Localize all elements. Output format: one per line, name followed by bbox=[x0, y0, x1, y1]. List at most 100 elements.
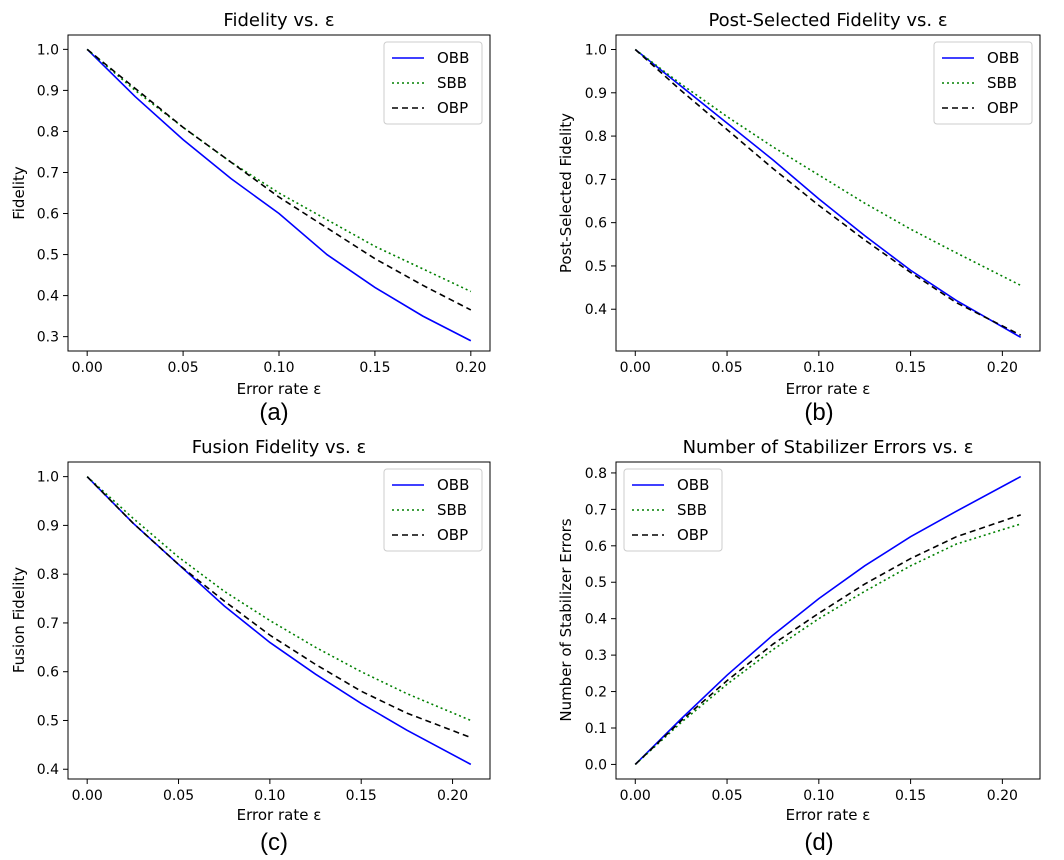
y-tick-label: 0.9 bbox=[37, 83, 59, 99]
chart-title: Fidelity vs. ε bbox=[223, 10, 334, 31]
series-line-obb bbox=[86, 48, 472, 342]
legend-label-sbb: SBB bbox=[987, 74, 1017, 92]
legend-label-sbb: SBB bbox=[677, 501, 707, 519]
panel-label: (a) bbox=[259, 399, 288, 426]
legend-label-obb: OBB bbox=[677, 476, 709, 494]
y-tick-label: 0.9 bbox=[37, 518, 59, 534]
series-line-obp bbox=[634, 514, 1021, 766]
x-axis-label: Error rate ε bbox=[786, 380, 871, 398]
x-tick-label: 0.10 bbox=[803, 360, 834, 376]
y-tick-label: 1.0 bbox=[585, 43, 607, 59]
legend-label-obb: OBB bbox=[437, 49, 469, 67]
chart-b: 0.00 0.05 0.10 0.15 0.20 0.4 0.5 0.6 0.7 0.8 0.9 1.… bbox=[557, 10, 1041, 426]
chart-title: Fusion Fidelity vs. ε bbox=[192, 437, 366, 458]
y-tick-label: 0.4 bbox=[37, 289, 59, 305]
y-tick-label: 0.5 bbox=[37, 713, 59, 729]
y-tick-label: 0.5 bbox=[585, 259, 607, 275]
x-tick-label: 0.05 bbox=[711, 360, 742, 376]
x-tick-label: 0.15 bbox=[895, 788, 926, 804]
series-line-obb bbox=[634, 48, 1022, 339]
y-tick-label: 0.8 bbox=[37, 124, 59, 140]
y-tick-label: 0.6 bbox=[585, 216, 607, 232]
x-tick-label: 0.00 bbox=[620, 360, 651, 376]
x-tick-label: 0.05 bbox=[168, 360, 199, 376]
legend: OBB SBB OBP bbox=[383, 468, 483, 552]
x-tick-label: 0.20 bbox=[437, 788, 468, 804]
chart-c: 0.00 0.05 0.10 0.15 0.20 0.4 0.5 0.6 0.7 0.8 0.9 1.… bbox=[10, 437, 491, 856]
y-tick-label: 0.5 bbox=[37, 248, 59, 264]
x-tick-label: 0.15 bbox=[346, 788, 377, 804]
x-tick-label: 0.00 bbox=[72, 788, 103, 804]
y-tick-label: 0.2 bbox=[585, 685, 607, 701]
y-axis-label: Post-Selected Fidelity bbox=[557, 113, 575, 273]
y-axis-label: Fusion Fidelity bbox=[10, 567, 28, 673]
x-axis-label: Error rate ε bbox=[786, 806, 871, 824]
y-tick-label: 0.1 bbox=[585, 721, 607, 737]
legend-box bbox=[623, 468, 723, 552]
series-line-obp bbox=[634, 48, 1022, 336]
y-tick-label: 0.6 bbox=[37, 665, 59, 681]
y-tick-label: 0.0 bbox=[585, 757, 607, 773]
y-tick-label: 0.9 bbox=[585, 86, 607, 102]
legend-label-obb: OBB bbox=[987, 49, 1019, 67]
y-tick-label: 0.8 bbox=[37, 567, 59, 583]
y-tick-label: 0.4 bbox=[585, 302, 607, 318]
x-tick-label: 0.05 bbox=[711, 788, 742, 804]
legend-label-obp: OBP bbox=[437, 526, 468, 544]
legend-label-obp: OBP bbox=[677, 526, 708, 544]
series-line-obp bbox=[86, 476, 472, 739]
y-tick-label: 0.3 bbox=[585, 648, 607, 664]
x-tick-label: 0.10 bbox=[803, 788, 834, 804]
legend-label-obp: OBP bbox=[987, 99, 1018, 117]
x-axis-label: Error rate ε bbox=[237, 806, 322, 824]
y-tick-label: 0.6 bbox=[585, 539, 607, 555]
panel-label: (b) bbox=[804, 399, 833, 426]
y-tick-label: 0.7 bbox=[37, 616, 59, 632]
chart-a: 0.00 0.05 0.10 0.15 0.20 0.3 0.4 0.5 0.6 0.7 0.8 0.… bbox=[10, 10, 491, 426]
x-tick-label: 0.10 bbox=[254, 788, 285, 804]
series-line-obp bbox=[86, 48, 472, 311]
axes-frame bbox=[615, 461, 1041, 780]
y-tick-label: 1.0 bbox=[37, 470, 59, 486]
y-tick-label: 0.3 bbox=[37, 330, 59, 346]
y-tick-label: 0.6 bbox=[37, 207, 59, 223]
series-line-obb bbox=[634, 475, 1022, 765]
legend-label-obb: OBB bbox=[437, 476, 469, 494]
legend-box bbox=[383, 41, 483, 125]
chart-d: 0.00 0.05 0.10 0.15 0.20 0.0 0.1 0.2 0.3 0.4 0.5 0.… bbox=[557, 437, 1041, 856]
y-tick-label: 0.7 bbox=[585, 172, 607, 188]
legend-box bbox=[933, 41, 1033, 125]
legend: OBB SBB OBP bbox=[933, 41, 1033, 125]
y-tick-label: 0.4 bbox=[37, 762, 59, 778]
x-tick-label: 0.15 bbox=[359, 360, 390, 376]
series-line-sbb bbox=[86, 48, 472, 293]
legend: OBB SBB OBP bbox=[383, 41, 483, 125]
legend-label-sbb: SBB bbox=[437, 501, 467, 519]
x-axis-label: Error rate ε bbox=[237, 380, 322, 398]
y-tick-label: 0.8 bbox=[585, 129, 607, 145]
y-tick-label: 0.7 bbox=[585, 502, 607, 518]
legend-label-obp: OBP bbox=[437, 99, 468, 117]
panel-label: (c) bbox=[260, 829, 288, 856]
x-tick-label: 0.20 bbox=[987, 360, 1018, 376]
y-tick-label: 0.5 bbox=[585, 575, 607, 591]
y-axis-label: Fidelity bbox=[10, 166, 28, 220]
y-tick-label: 0.4 bbox=[585, 612, 607, 628]
x-tick-label: 0.20 bbox=[987, 788, 1018, 804]
legend-label-sbb: SBB bbox=[437, 74, 467, 92]
y-tick-label: 0.7 bbox=[37, 165, 59, 181]
axes-frame bbox=[615, 34, 1041, 352]
x-tick-label: 0.15 bbox=[895, 360, 926, 376]
x-tick-label: 0.10 bbox=[263, 360, 294, 376]
panel-label: (d) bbox=[804, 829, 833, 856]
series-line-sbb bbox=[634, 48, 1022, 287]
axes-frame bbox=[67, 461, 491, 780]
y-tick-label: 0.8 bbox=[585, 466, 607, 482]
chart-title: Post-Selected Fidelity vs. ε bbox=[708, 10, 947, 31]
series-line-sbb bbox=[634, 523, 1021, 766]
chart-title: Number of Stabilizer Errors vs. ε bbox=[683, 437, 974, 458]
x-tick-label: 0.00 bbox=[72, 360, 103, 376]
legend: OBB SBB OBP bbox=[623, 468, 723, 552]
y-tick-label: 1.0 bbox=[37, 42, 59, 58]
